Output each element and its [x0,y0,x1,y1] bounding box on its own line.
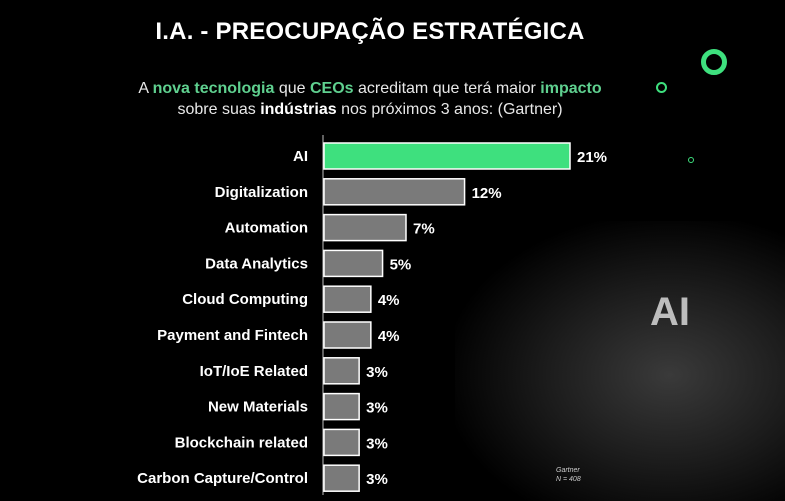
data-label: 21% [577,149,607,166]
bar-chart: AI 21% Digitalization 12% Automation 7% Data A… [137,135,607,495]
decorative-circle-icon [701,49,727,75]
bar [323,428,360,457]
subtitle-text: sobre suas [177,101,261,118]
data-label: 4% [378,328,400,345]
category-label: Data Analytics [205,255,308,272]
category-label: Payment and Fintech [157,327,308,344]
source-name: Gartner [556,467,580,474]
chart-subtitle: A nova tecnologia que CEOs acreditam que… [0,78,740,120]
data-label: 4% [378,292,400,309]
bar [323,464,360,492]
ai-hand-background-image [455,221,785,501]
data-label: 5% [390,256,412,273]
subtitle-highlight: impacto [540,80,602,97]
bar [323,249,384,278]
page-title: I.A. - PREOCUPAÇÃO ESTRATÉGICA [155,18,585,45]
title-band [0,0,785,58]
subtitle-highlight: CEOs [309,80,354,97]
subtitle-text: acreditam que terá maior [353,80,541,97]
category-label: Cloud Computing [182,291,308,308]
bar [323,142,571,170]
data-label: 3% [366,435,388,452]
bar [323,357,360,385]
category-label: Automation [225,220,308,237]
bar [323,178,466,206]
category-label: Blockchain related [175,434,308,451]
data-label: 12% [472,185,502,202]
sample-size: N = 408 [556,476,581,483]
data-label: 7% [413,221,435,238]
source-note: Gartner N = 408 [556,466,581,484]
data-label: 3% [366,400,388,417]
category-label: New Materials [208,399,308,416]
ai-badge-text: AI [650,290,690,334]
data-label: 3% [366,471,388,488]
category-label: AI [293,148,308,165]
bar [323,321,372,349]
category-label: IoT/IoE Related [200,363,308,380]
bar [323,392,360,421]
subtitle-highlight: nova tecnologia [152,80,275,97]
category-label: Digitalization [215,184,308,201]
decorative-circle-icon [656,82,667,93]
bar [323,285,372,313]
subtitle-text: nos próximos 3 anos: (Gartner) [336,101,563,118]
bar [323,213,407,242]
subtitle-text: A [138,80,153,97]
data-label: 3% [366,364,388,381]
subtitle-bold: indústrias [260,101,337,118]
category-label: Carbon Capture/Control [137,470,308,487]
subtitle-text: que [274,80,310,97]
decorative-circle-icon [688,157,694,163]
